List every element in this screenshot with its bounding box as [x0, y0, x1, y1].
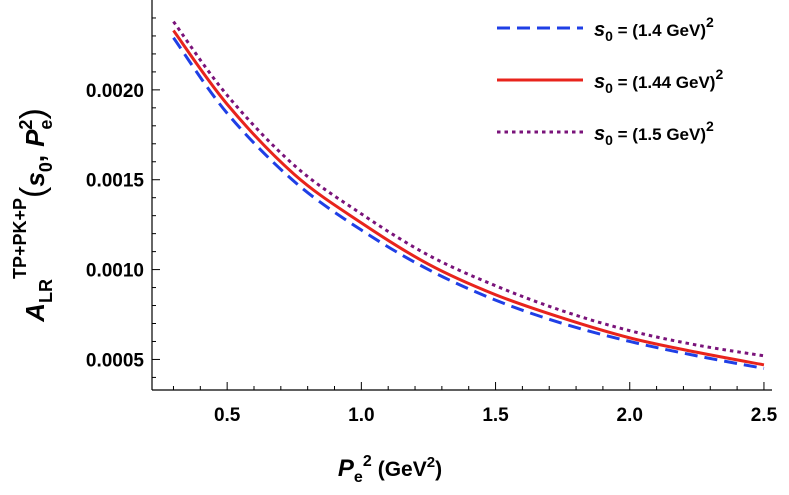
x-tick-label: 1.5 [482, 405, 509, 426]
xlabel-sub: e [354, 469, 363, 486]
ylabel-arg1-sub: 0 [36, 162, 56, 172]
ylabel-comma: , [20, 155, 50, 162]
axes: 0.5 1.0 1.5 2.0 2.5 0.0005 0.0010 0.0015 0.0020 [86, 0, 778, 426]
ylabel-arg1: s [20, 172, 50, 186]
xlabel-unit-pre: (GeV [378, 458, 427, 481]
ylabel-sup: TP+PK+P [10, 198, 30, 279]
legend-label-3: s0 = (1.5 GeV)2 [594, 118, 714, 148]
y-tick-label: 0.0015 [86, 171, 145, 192]
legend-label-2: s0 = (1.44 GeV)2 [594, 66, 723, 96]
x-tick-label: 2.0 [617, 405, 643, 426]
xlabel-unit-sup: 2 [427, 454, 435, 471]
legend-label-1: s0 = (1.4 GeV)2 [594, 14, 714, 44]
x-tick-label: 1.0 [348, 405, 374, 426]
ylabel-arg2-sub: e [36, 120, 56, 130]
ylabel-arg2-sup: 2 [16, 120, 36, 130]
y-tick-label: 0.0020 [86, 81, 144, 102]
xlabel-symbol: P [338, 455, 355, 482]
svg-text:ALRTP+PK+P(s0,Pe2): ALR TP+PK+P(s0, Pe2) [10, 108, 56, 323]
series-line-2 [172, 29, 765, 367]
series-line-3 [172, 20, 765, 358]
ylabel-close-paren: ) [14, 108, 52, 119]
y-tick-label: 0.0010 [86, 261, 144, 282]
x-tick-label: 2.5 [751, 405, 778, 426]
ylabel-symbol: A [20, 303, 50, 323]
xlabel-unit-post: ) [435, 458, 442, 481]
ylabel-open-paren: ( [14, 186, 52, 198]
x-axis-label: Pe2 (GeV2) [338, 453, 442, 486]
xlabel-sup: 2 [363, 453, 372, 470]
svg-text:Pe2(GeV2): Pe2 (GeV2) [338, 453, 442, 486]
ylabel-sub: LR [36, 279, 56, 303]
y-axis-label: ALR TP+PK+P(s0, Pe2) [10, 108, 56, 323]
series-line-1 [172, 36, 765, 370]
legend: s0 = (1.4 GeV)2 s0 = (1.44 GeV)2 s0 = (1.5… [497, 14, 723, 148]
ylabel-arg2: P [20, 129, 50, 147]
y-tick-label: 0.0005 [86, 350, 145, 371]
x-tick-label: 0.5 [214, 405, 241, 426]
series-layer [172, 20, 765, 370]
